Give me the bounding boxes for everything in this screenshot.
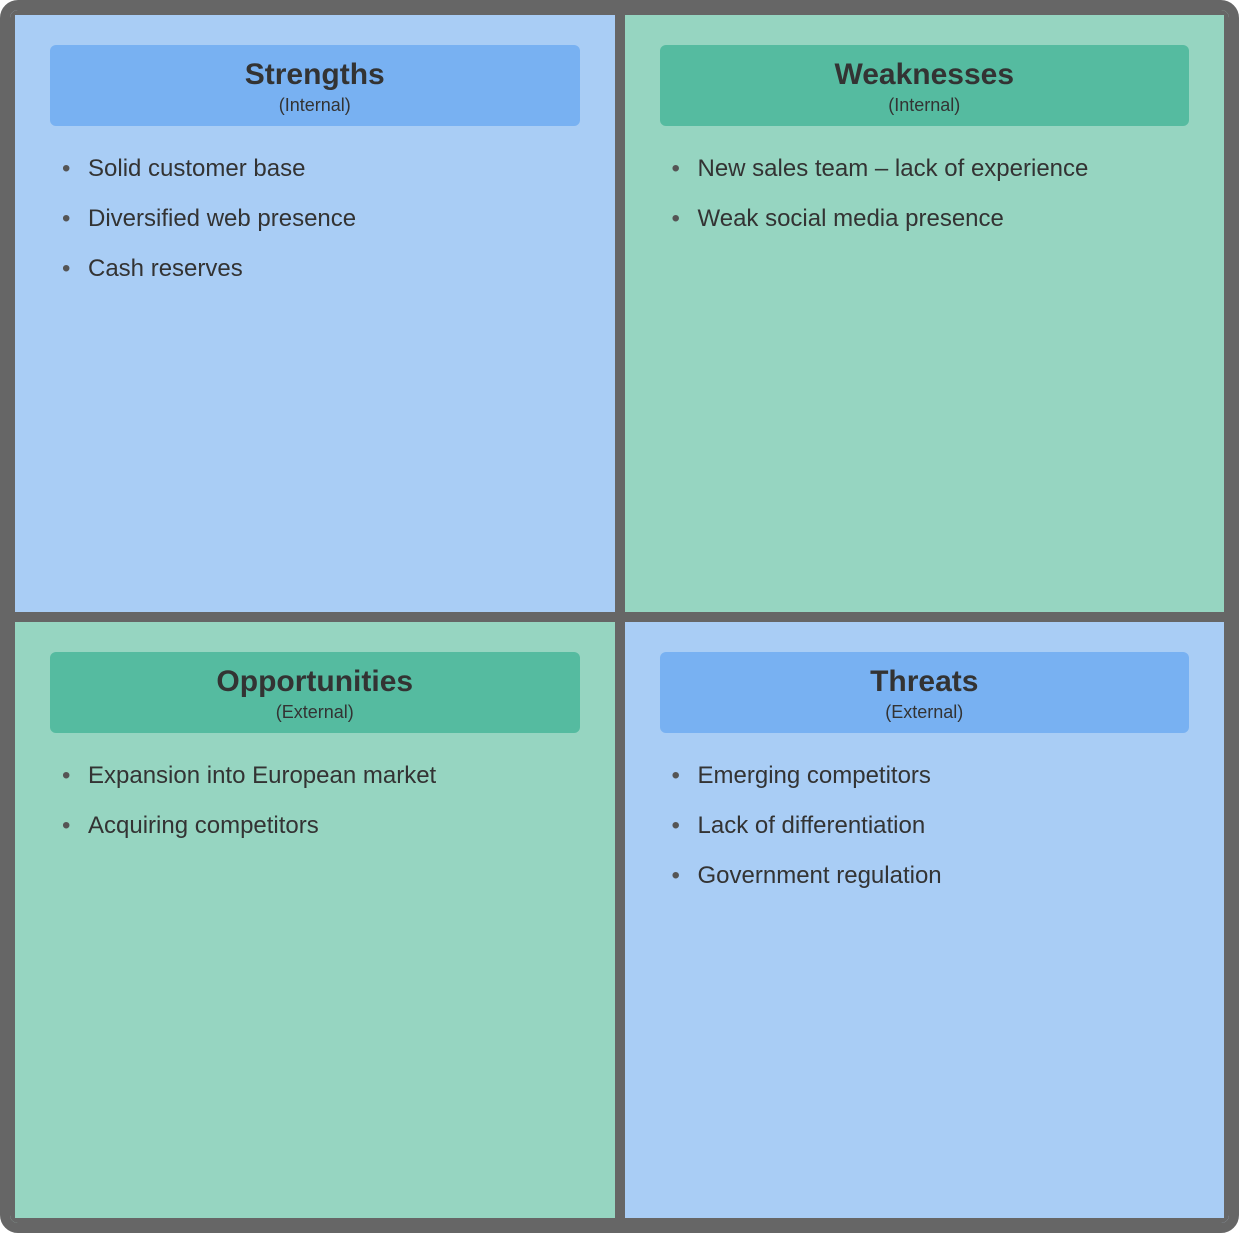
list-item: Weak social media presence (698, 194, 1190, 244)
weaknesses-subtitle: (Internal) (670, 95, 1180, 116)
threats-title: Threats (670, 664, 1180, 700)
weaknesses-quadrant: Weaknesses (Internal) New sales team – l… (620, 10, 1230, 617)
strengths-subtitle: (Internal) (60, 95, 570, 116)
list-item: Government regulation (698, 851, 1190, 901)
list-item: Cash reserves (88, 244, 580, 294)
threats-quadrant: Threats (External) Emerging competitors … (620, 617, 1230, 1224)
strengths-quadrant: Strengths (Internal) Solid customer base… (10, 10, 620, 617)
threats-list: Emerging competitors Lack of differentia… (660, 751, 1190, 901)
list-item: Emerging competitors (698, 751, 1190, 801)
list-item: New sales team – lack of experience (698, 144, 1190, 194)
strengths-title: Strengths (60, 57, 570, 93)
weaknesses-title: Weaknesses (670, 57, 1180, 93)
strengths-list: Solid customer base Diversified web pres… (50, 144, 580, 294)
threats-subtitle: (External) (670, 702, 1180, 723)
list-item: Acquiring competitors (88, 801, 580, 851)
list-item: Expansion into European market (88, 751, 580, 801)
list-item: Solid customer base (88, 144, 580, 194)
weaknesses-list: New sales team – lack of experience Weak… (660, 144, 1190, 244)
opportunities-list: Expansion into European market Acquiring… (50, 751, 580, 851)
opportunities-header: Opportunities (External) (50, 652, 580, 733)
swot-diagram: Strengths (Internal) Solid customer base… (0, 0, 1239, 1233)
opportunities-quadrant: Opportunities (External) Expansion into … (10, 617, 620, 1224)
opportunities-title: Opportunities (60, 664, 570, 700)
list-item: Lack of differentiation (698, 801, 1190, 851)
weaknesses-header: Weaknesses (Internal) (660, 45, 1190, 126)
strengths-header: Strengths (Internal) (50, 45, 580, 126)
threats-header: Threats (External) (660, 652, 1190, 733)
opportunities-subtitle: (External) (60, 702, 570, 723)
list-item: Diversified web presence (88, 194, 580, 244)
